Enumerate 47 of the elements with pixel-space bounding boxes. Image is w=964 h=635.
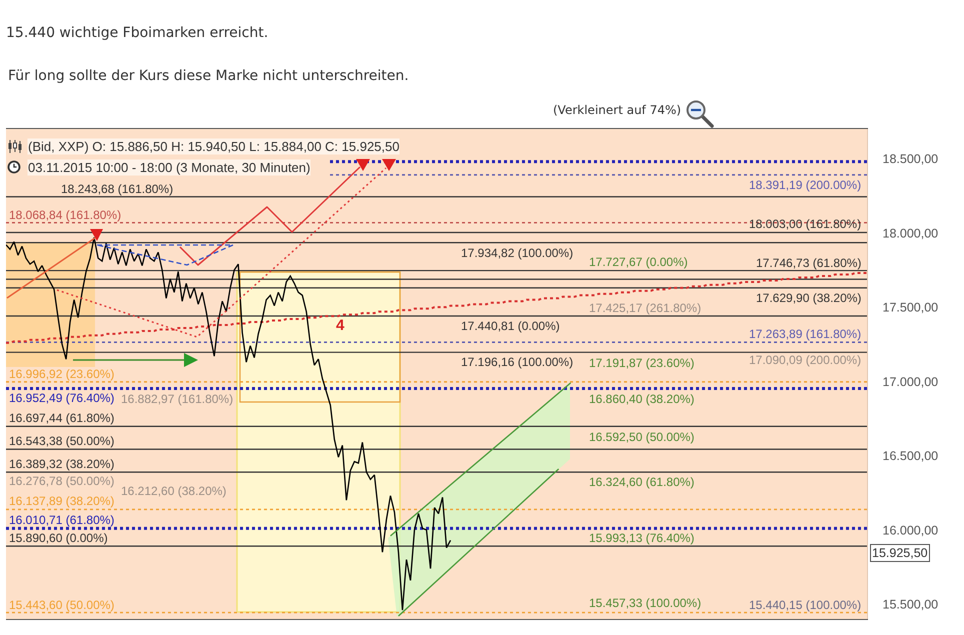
- chart-subtitle: Für long sollte der Kurs diese Marke nicht unterschreiten.: [8, 68, 409, 84]
- ref-line-label: 18.068,84 (161.80%): [9, 208, 122, 222]
- ref-line-label: 16.010,71 (61.80%): [9, 513, 114, 527]
- chart-title: 15.440 wichtige Fboimarken erreicht.: [6, 24, 268, 41]
- annotation: 17.191,87 (23.60%): [589, 356, 694, 370]
- ref-line-label: 17.263,89 (161.80%): [749, 327, 862, 341]
- ref-line-label: 18.391,19 (200.00%): [749, 178, 862, 192]
- annotation: 15.457,33 (100.00%): [589, 596, 702, 610]
- y-tick-label: 17.500,00: [882, 300, 938, 315]
- ref-line-label: 16.996,92 (23.60%): [9, 367, 114, 381]
- annotation: 03.11.2015 10:00 - 18:00 (3 Monate, 30 Minuten): [28, 160, 310, 175]
- text: (Verkleinert auf 74%): [553, 103, 682, 117]
- annotation: 16.860,40 (38.20%): [589, 392, 694, 406]
- ref-line-label: 17.629,90 (38.20%): [756, 291, 862, 305]
- y-tick-label: 18.500,00: [882, 152, 938, 166]
- ref-line-label: 17.746,73 (61.80%): [756, 256, 862, 270]
- ref-line-label: 17.934,82 (100.00%): [461, 246, 574, 260]
- ref-line-label: 17.440,81 (0.00%): [461, 319, 560, 333]
- annotation: 16.882,97 (161.80%): [121, 392, 234, 406]
- ref-line-label: 16.697,44 (61.80%): [9, 411, 114, 425]
- line-series: [6, 272, 867, 344]
- y-tick-label: 16.500,00: [882, 449, 938, 464]
- annotation: 16.324,60 (61.80%): [589, 475, 694, 489]
- annotation: 15.440,15 (100.00%): [749, 598, 862, 612]
- annotation: 17.090,09 (200.00%): [749, 353, 862, 367]
- annotation: 17.425,17 (261.80%): [589, 301, 702, 315]
- y-tick-label: 16.000,00: [882, 523, 938, 538]
- text: 15.925,50: [872, 546, 928, 560]
- ref-line-label: 15.443,60 (50.00%): [9, 598, 114, 612]
- ref-line-label: 18.243,68 (161.80%): [61, 182, 174, 196]
- annotation: 4: [336, 317, 345, 334]
- annotation: 16.276,78 (50.00%): [9, 474, 114, 488]
- y-tick-label: 15.500,00: [882, 598, 938, 612]
- y-tick-label: 18.000,00: [882, 226, 938, 240]
- annotation: 16.212,60 (38.20%): [121, 484, 226, 498]
- ref-line-label: 15.890,60 (0.00%): [9, 531, 108, 545]
- ref-line-label: 18.003,00 (161.80%): [749, 217, 862, 231]
- ref-line-label: 17.196,16 (100.00%): [461, 355, 574, 369]
- ref-line-label: 16.137,89 (38.20%): [9, 494, 114, 508]
- annotation: (Bid, XXP) O: 15.886,50 H: 15.940,50 L: 15.884,00 C: 15.925,50: [28, 139, 400, 154]
- ref-line-label: 16.543,38 (50.00%): [9, 434, 114, 448]
- annotation: 17.727,67 (0.00%): [589, 255, 688, 269]
- y-tick-label: 17.000,00: [882, 374, 938, 389]
- annotation: 16.592,50 (50.00%): [589, 430, 694, 444]
- ref-line-label: 16.389,32 (38.20%): [9, 457, 114, 471]
- annotation: 15.993,13 (76.40%): [589, 531, 694, 545]
- ref-line-label: 16.952,49 (76.40%): [9, 391, 114, 405]
